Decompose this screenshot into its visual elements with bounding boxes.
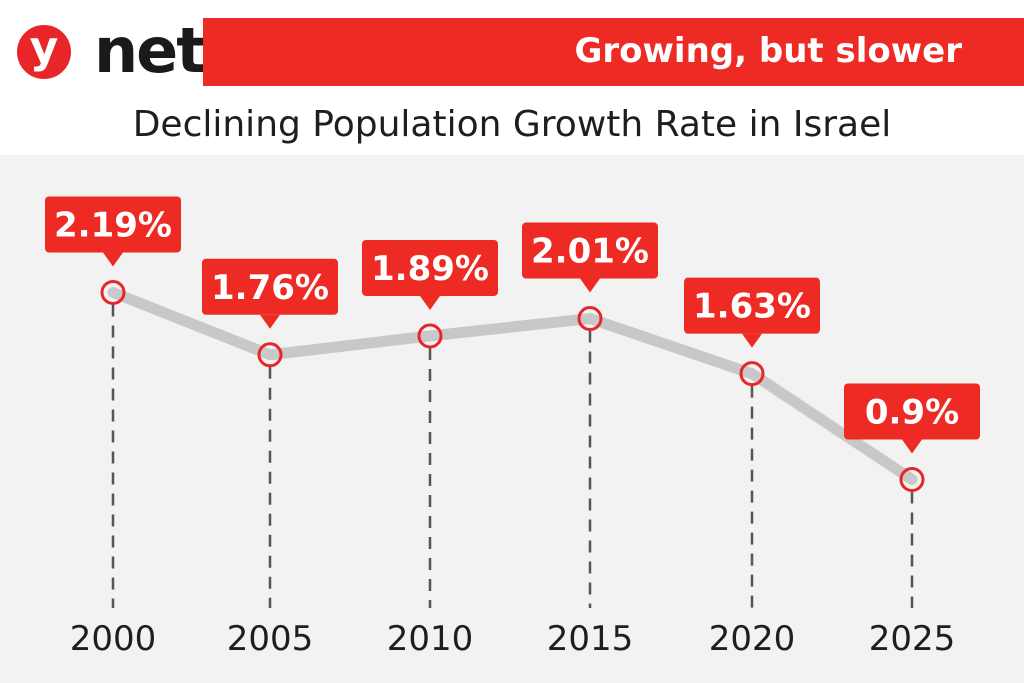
header-banner: Growing, but slower	[203, 18, 1024, 86]
x-tick-label-2000: 2000	[70, 619, 157, 659]
ynet-logo-text: net	[94, 14, 206, 87]
data-label-box	[45, 196, 181, 253]
ynet-logo-circle: y	[17, 25, 71, 79]
data-label-pointer	[580, 278, 600, 293]
x-tick-label-2020: 2020	[709, 619, 796, 659]
data-label-box	[844, 383, 980, 440]
x-tick-label-2005: 2005	[227, 619, 314, 659]
data-label-box	[684, 277, 820, 334]
data-label-pointer	[103, 252, 123, 267]
data-label-2015: 2.01%	[522, 222, 658, 293]
data-label-text: 1.76%	[211, 268, 329, 308]
banner-text: Growing, but slower	[574, 31, 962, 71]
x-tick-label-2025: 2025	[869, 619, 956, 659]
data-point-2020	[739, 361, 765, 387]
x-tick-label-2015: 2015	[547, 619, 634, 659]
data-point-2025	[899, 467, 925, 492]
data-label-2020: 1.63%	[684, 277, 820, 348]
data-point-2000	[100, 279, 126, 305]
data-label-text: 2.19%	[54, 205, 172, 245]
data-label-2005: 1.76%	[202, 258, 338, 329]
data-label-text: 1.63%	[693, 287, 811, 327]
data-label-text: 1.89%	[371, 249, 489, 289]
data-label-box	[362, 239, 498, 296]
data-point-2015	[577, 306, 603, 332]
data-label-2010: 1.89%	[362, 239, 498, 310]
x-tick-label-2010: 2010	[387, 619, 474, 659]
data-label-pointer	[260, 314, 280, 329]
data-point-2005	[257, 342, 283, 368]
data-label-text: 2.01%	[531, 232, 649, 272]
data-label-2025: 0.9%	[844, 383, 980, 454]
data-label-pointer	[742, 333, 762, 348]
data-label-2000: 2.19%	[45, 196, 181, 267]
data-label-pointer	[420, 295, 440, 310]
chart-title: Declining Population Growth Rate in Isra…	[132, 104, 892, 145]
data-label-box	[202, 258, 338, 315]
data-point-2010	[417, 323, 443, 349]
data-label-text: 0.9%	[865, 393, 959, 433]
data-label-pointer	[902, 439, 922, 454]
series-line	[107, 286, 918, 485]
data-label-box	[522, 222, 658, 279]
